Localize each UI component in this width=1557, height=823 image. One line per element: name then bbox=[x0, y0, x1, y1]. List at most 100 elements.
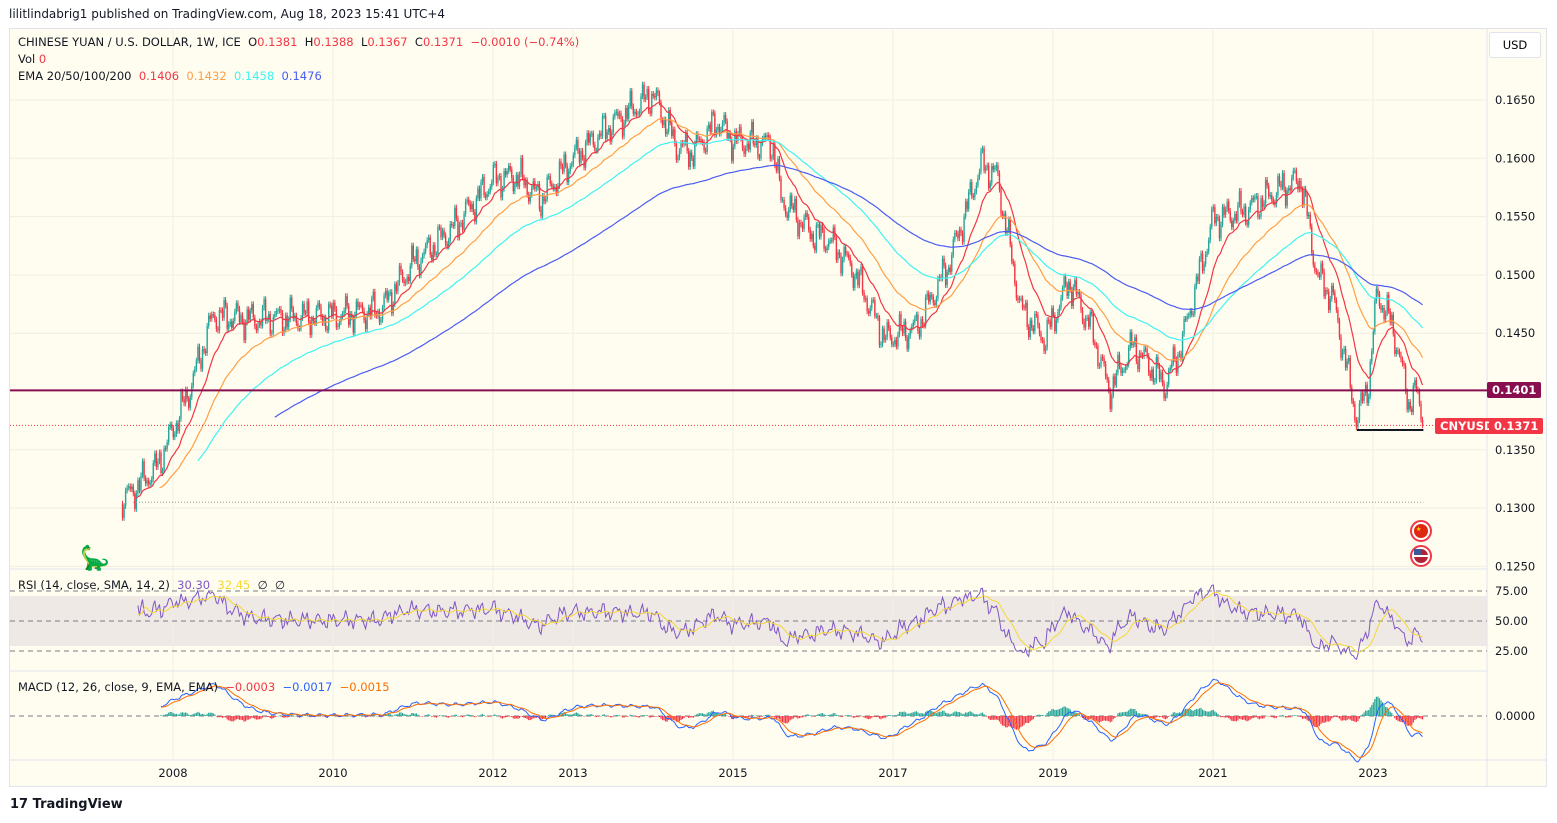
candle-body bbox=[1324, 290, 1327, 297]
candle-body bbox=[663, 119, 665, 126]
macd-hist-bar bbox=[231, 716, 233, 722]
macd-hist-bar bbox=[631, 715, 633, 716]
candle-body bbox=[651, 93, 653, 114]
candle-body bbox=[1286, 190, 1288, 206]
candle-body bbox=[600, 133, 602, 137]
macd-hist-bar bbox=[475, 716, 477, 717]
macd-hist-bar bbox=[292, 715, 294, 717]
candle-body bbox=[220, 310, 222, 312]
candle-body bbox=[998, 173, 1001, 190]
macd-hist-bar bbox=[1289, 716, 1291, 718]
candle-body bbox=[481, 176, 484, 183]
candle-body bbox=[1049, 321, 1051, 327]
macd-hist-bar bbox=[835, 714, 837, 716]
candle-body bbox=[1406, 391, 1408, 410]
candle-body bbox=[1134, 337, 1136, 345]
candle-body bbox=[1027, 327, 1030, 338]
candle-body bbox=[1181, 333, 1184, 359]
candle-body bbox=[1058, 307, 1061, 312]
macd-hist-bar bbox=[877, 716, 879, 717]
high-value: 0.1388 bbox=[313, 35, 354, 49]
candle-body bbox=[929, 294, 931, 302]
candle-body bbox=[706, 128, 708, 152]
candle-body bbox=[961, 233, 964, 242]
candle-body bbox=[298, 328, 301, 330]
macd-hist-bar bbox=[865, 716, 867, 718]
us-flag-icon[interactable] bbox=[1410, 545, 1432, 567]
candle-body bbox=[1309, 214, 1311, 227]
candle-body bbox=[406, 277, 408, 282]
candle-body bbox=[798, 222, 801, 237]
candle-body bbox=[1247, 209, 1250, 225]
candle-body bbox=[143, 461, 145, 479]
candle-body bbox=[1226, 201, 1228, 210]
macd-hist-bar bbox=[1358, 716, 1361, 719]
macd-hist-bar bbox=[1354, 716, 1356, 722]
candle-body bbox=[584, 142, 587, 168]
macd-hist-bar bbox=[1394, 716, 1396, 719]
candle-body bbox=[1320, 263, 1322, 277]
macd-hist-bar bbox=[161, 715, 164, 717]
candle-body bbox=[720, 129, 722, 134]
macd-hist-bar bbox=[591, 714, 593, 716]
macd-hist-bar bbox=[266, 716, 268, 718]
candle-body bbox=[1344, 348, 1347, 368]
macd-hist-bar bbox=[915, 711, 917, 716]
candle-body bbox=[1098, 365, 1101, 367]
y-tick-label: 0.1350 bbox=[1495, 443, 1535, 457]
macd-hist-bar bbox=[860, 715, 862, 716]
candle-body bbox=[1232, 220, 1235, 228]
candle-body bbox=[787, 209, 790, 218]
macd-hist-bar bbox=[1368, 710, 1370, 716]
macd-hist-bar bbox=[1085, 716, 1087, 720]
macd-hist-bar bbox=[760, 716, 762, 717]
macd-hist-bar bbox=[286, 716, 288, 718]
candle-body bbox=[1169, 367, 1171, 371]
candle-body bbox=[181, 391, 184, 400]
candle-body bbox=[1392, 314, 1395, 334]
macd-hist-bar bbox=[758, 716, 761, 718]
candle-body bbox=[475, 198, 478, 222]
macd-hist-bar bbox=[800, 716, 802, 718]
macd-hist-bar bbox=[178, 714, 181, 716]
candle-body bbox=[509, 165, 511, 170]
candle-body bbox=[727, 133, 730, 139]
candle-body bbox=[632, 106, 635, 114]
candle-body bbox=[1237, 204, 1239, 221]
candle-body bbox=[1240, 190, 1242, 212]
candle-body bbox=[244, 322, 247, 341]
candle-body bbox=[1147, 355, 1150, 374]
candle-body bbox=[226, 305, 228, 329]
candle-body bbox=[338, 321, 341, 326]
macd-hist-bar bbox=[420, 716, 422, 717]
candle-body bbox=[669, 110, 671, 123]
candle-body bbox=[1211, 209, 1213, 227]
candle-body bbox=[829, 240, 831, 242]
currency-button[interactable]: USD bbox=[1489, 32, 1541, 58]
candle-body bbox=[1149, 373, 1151, 379]
macd-hist-bar bbox=[692, 716, 694, 718]
china-flag-icon[interactable]: ★ bbox=[1410, 520, 1432, 542]
candle-body bbox=[224, 299, 227, 306]
candle-body bbox=[1261, 198, 1264, 207]
macd-hist-bar bbox=[443, 715, 445, 717]
macd-hist-bar bbox=[701, 713, 704, 716]
candle-body bbox=[261, 307, 264, 326]
macd-hist-bar bbox=[480, 714, 482, 716]
candle-body bbox=[1318, 274, 1321, 277]
candle-body bbox=[1087, 317, 1090, 327]
macd-hist-bar bbox=[429, 715, 431, 717]
macd-hist-bar bbox=[308, 715, 310, 717]
macd-hist-bar bbox=[748, 716, 750, 718]
macd-hist-bar bbox=[1418, 716, 1421, 718]
candle-body bbox=[583, 157, 585, 168]
candle-body bbox=[658, 93, 661, 103]
macd-hist-bar bbox=[1214, 711, 1216, 716]
macd-hist-bar bbox=[1371, 704, 1373, 716]
macd-hist-bar bbox=[783, 716, 785, 723]
macd-hist-bar bbox=[306, 714, 308, 716]
candle-body bbox=[412, 245, 415, 260]
macd-hist-bar bbox=[1258, 716, 1261, 720]
macd-hist-bar bbox=[515, 716, 517, 719]
